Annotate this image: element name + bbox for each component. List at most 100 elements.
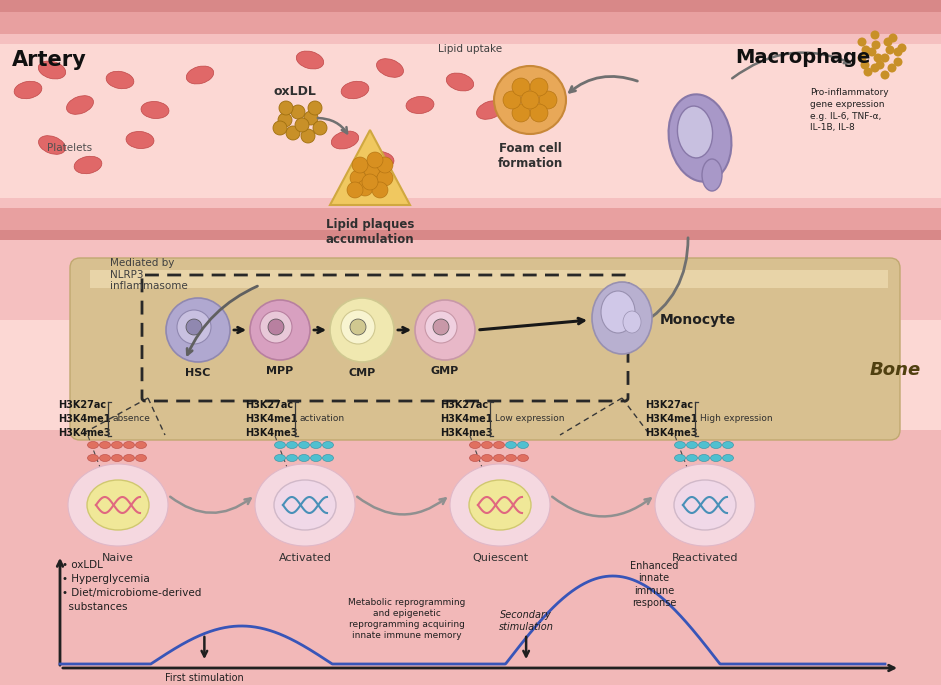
- Ellipse shape: [106, 71, 134, 89]
- Ellipse shape: [655, 464, 755, 546]
- Bar: [90, 270, 888, 288]
- Circle shape: [415, 300, 475, 360]
- Ellipse shape: [100, 442, 110, 449]
- Ellipse shape: [126, 132, 154, 149]
- Ellipse shape: [275, 442, 285, 449]
- Ellipse shape: [470, 455, 481, 462]
- Circle shape: [885, 45, 895, 55]
- Circle shape: [372, 182, 388, 198]
- Circle shape: [330, 298, 394, 362]
- Circle shape: [260, 311, 292, 343]
- Circle shape: [166, 298, 230, 362]
- Circle shape: [887, 64, 897, 73]
- Text: Activated: Activated: [279, 553, 331, 563]
- Ellipse shape: [493, 455, 504, 462]
- Ellipse shape: [111, 455, 122, 462]
- Ellipse shape: [698, 442, 710, 449]
- Circle shape: [530, 78, 548, 96]
- Ellipse shape: [493, 442, 504, 449]
- Ellipse shape: [470, 442, 481, 449]
- Circle shape: [347, 182, 363, 198]
- Text: Lipid plaques
accumulation: Lipid plaques accumulation: [326, 218, 414, 246]
- Ellipse shape: [494, 66, 566, 134]
- Ellipse shape: [505, 455, 517, 462]
- Bar: [0, 34, 941, 44]
- Ellipse shape: [311, 455, 322, 462]
- Circle shape: [530, 104, 548, 122]
- Text: Naive: Naive: [102, 553, 134, 563]
- Circle shape: [352, 157, 368, 173]
- Ellipse shape: [687, 455, 697, 462]
- Circle shape: [881, 71, 889, 79]
- Circle shape: [350, 319, 366, 335]
- Ellipse shape: [668, 95, 731, 182]
- Circle shape: [304, 111, 318, 125]
- Text: absence: absence: [113, 414, 151, 423]
- Bar: [0, 240, 941, 320]
- Ellipse shape: [136, 455, 147, 462]
- Circle shape: [512, 104, 530, 122]
- Ellipse shape: [723, 442, 733, 449]
- Circle shape: [857, 38, 867, 47]
- Circle shape: [884, 38, 892, 47]
- Circle shape: [425, 311, 457, 343]
- Circle shape: [350, 170, 366, 186]
- Circle shape: [250, 300, 310, 360]
- Circle shape: [857, 53, 867, 62]
- Text: CMP: CMP: [348, 368, 375, 378]
- Circle shape: [503, 91, 521, 109]
- Circle shape: [268, 319, 284, 335]
- Circle shape: [888, 34, 898, 42]
- Text: Mediated by
NLRP3
inflammasome: Mediated by NLRP3 inflammasome: [110, 258, 188, 291]
- Text: Platelets: Platelets: [47, 143, 92, 153]
- Circle shape: [186, 319, 202, 335]
- Ellipse shape: [592, 282, 652, 354]
- Ellipse shape: [469, 480, 531, 530]
- Text: • oxLDL
• Hyperglycemia
• Diet/microbiome-derived
  substances: • oxLDL • Hyperglycemia • Diet/microbiom…: [62, 560, 201, 612]
- Ellipse shape: [100, 455, 110, 462]
- Ellipse shape: [450, 464, 550, 546]
- FancyBboxPatch shape: [70, 258, 900, 440]
- Ellipse shape: [675, 455, 685, 462]
- Text: Secondary
stimulation: Secondary stimulation: [499, 610, 553, 632]
- Ellipse shape: [518, 455, 529, 462]
- Ellipse shape: [376, 59, 404, 77]
- Ellipse shape: [123, 455, 135, 462]
- Ellipse shape: [39, 61, 66, 79]
- Circle shape: [873, 53, 883, 62]
- Ellipse shape: [476, 101, 503, 119]
- Text: Lipid uptake: Lipid uptake: [438, 44, 502, 54]
- Circle shape: [521, 91, 539, 109]
- Circle shape: [870, 31, 880, 40]
- Ellipse shape: [723, 455, 733, 462]
- Circle shape: [862, 45, 870, 55]
- Ellipse shape: [14, 82, 41, 99]
- Text: Metabolic reprogramming
and epigenetic
reprogramming acquiring
innate immune mem: Metabolic reprogramming and epigenetic r…: [348, 598, 465, 640]
- Circle shape: [295, 118, 309, 132]
- Text: H3K27ac
H3K4me1
H3K4me3: H3K27ac H3K4me1 H3K4me3: [58, 400, 110, 438]
- Text: Reactivated: Reactivated: [672, 553, 739, 563]
- Circle shape: [860, 60, 869, 69]
- Circle shape: [364, 162, 380, 178]
- Circle shape: [433, 319, 449, 335]
- Circle shape: [377, 170, 393, 186]
- Text: Artery: Artery: [12, 50, 87, 70]
- Ellipse shape: [675, 442, 685, 449]
- Ellipse shape: [482, 442, 492, 449]
- Ellipse shape: [286, 455, 297, 462]
- Circle shape: [870, 64, 880, 73]
- Text: HSC: HSC: [185, 368, 211, 378]
- Ellipse shape: [74, 156, 102, 174]
- Circle shape: [286, 126, 300, 140]
- Ellipse shape: [698, 455, 710, 462]
- Text: Enhanced
innate
immune
response: Enhanced innate immune response: [630, 561, 678, 608]
- Ellipse shape: [298, 442, 310, 449]
- Polygon shape: [330, 130, 410, 205]
- Circle shape: [898, 44, 906, 53]
- Ellipse shape: [286, 442, 297, 449]
- Ellipse shape: [111, 442, 122, 449]
- Ellipse shape: [406, 97, 434, 114]
- Circle shape: [539, 91, 557, 109]
- Ellipse shape: [67, 96, 93, 114]
- Ellipse shape: [678, 106, 712, 158]
